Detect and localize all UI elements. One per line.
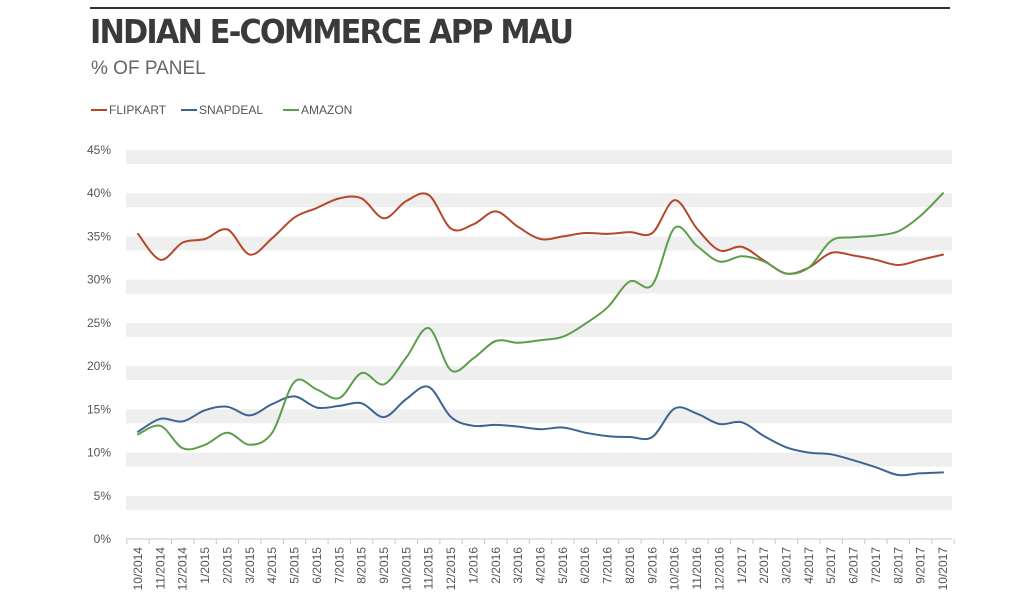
legend-label-flipkart: FLIPKART	[109, 103, 167, 117]
x-tick-label: 8/2016	[623, 547, 637, 584]
x-axis-ticks: 10/2014 11/2014 12/2014 1/2015 2/2015 3/2015 4…	[131, 547, 950, 591]
x-tick-label: 8/2017	[891, 547, 905, 584]
top-rule	[90, 7, 950, 9]
x-tick-label: 7/2017	[869, 547, 883, 584]
grid-band	[126, 279, 952, 294]
x-tick-label: 11/2014	[153, 547, 167, 590]
chart-subtitle: % OF PANEL	[91, 58, 206, 79]
x-tick-label: 9/2017	[914, 547, 928, 584]
grid-band	[126, 236, 952, 251]
grid-band	[126, 409, 952, 424]
x-tick-label: 4/2016	[534, 547, 548, 584]
grid-band	[126, 150, 952, 164]
x-tick-label: 1/2015	[198, 547, 212, 584]
series-lines	[137, 192, 944, 477]
y-tick-label: 15%	[87, 402, 111, 416]
grid-bands	[126, 150, 952, 510]
x-tick-label: 10/2015	[399, 547, 413, 591]
x-tick-label: 5/2015	[288, 547, 302, 584]
y-tick-label: 20%	[87, 359, 111, 373]
x-tick-label: 12/2016	[712, 547, 726, 591]
x-tick-label: 12/2015	[444, 547, 458, 591]
y-tick-label: 35%	[87, 229, 111, 243]
x-tick-label: 5/2017	[824, 547, 838, 584]
x-tick-label: 9/2016	[645, 547, 659, 584]
y-tick-label: 30%	[87, 273, 111, 287]
x-tick-label: 6/2015	[310, 547, 324, 584]
legend-label-amazon: AMAZON	[301, 103, 352, 117]
legend-label-snapdeal: SNAPDEAL	[199, 103, 263, 117]
x-tick-label: 2/2016	[489, 547, 503, 584]
x-tick-label: 11/2016	[690, 547, 704, 590]
x-tick-label: 1/2016	[466, 547, 480, 584]
grid-band	[126, 322, 952, 337]
x-tick-label: 12/2014	[176, 547, 190, 591]
x-tick-label: 4/2015	[265, 547, 279, 584]
x-tick-label: 3/2016	[511, 547, 525, 584]
grid-band	[126, 193, 952, 208]
x-tick-label: 6/2016	[578, 547, 592, 584]
grid-band	[126, 452, 952, 467]
x-tick-label: 1/2017	[735, 547, 749, 584]
x-tick-label: 8/2015	[355, 547, 369, 584]
x-tick-label: 3/2015	[243, 547, 257, 584]
x-tick-label: 11/2015	[422, 547, 436, 590]
grid-band	[126, 495, 952, 510]
x-tick-label: 10/2017	[936, 547, 950, 591]
y-tick-label: 25%	[87, 316, 111, 330]
x-tick-label: 7/2015	[332, 547, 346, 584]
x-axis	[126, 538, 955, 544]
x-tick-label: 10/2014	[131, 547, 145, 591]
x-tick-label: 3/2017	[779, 547, 793, 584]
y-tick-label: 5%	[94, 489, 112, 503]
series-line-amazon	[137, 192, 944, 451]
series-line-snapdeal	[137, 385, 944, 477]
legend: FLIPKART SNAPDEAL AMAZON	[91, 103, 352, 117]
y-tick-label: 40%	[87, 186, 111, 200]
grid-band	[126, 366, 952, 381]
y-tick-label: 0%	[94, 532, 112, 546]
x-tick-label: 7/2016	[601, 547, 615, 584]
x-tick-label: 2/2015	[220, 547, 234, 584]
x-tick-label: 2/2017	[757, 547, 771, 584]
x-tick-label: 6/2017	[847, 547, 861, 584]
chart-title: INDIAN E-COMMERCE APP MAU	[90, 12, 574, 51]
x-tick-label: 9/2015	[377, 547, 391, 584]
x-tick-label: 5/2016	[556, 547, 570, 584]
y-tick-label: 10%	[87, 446, 111, 460]
x-tick-label: 4/2017	[802, 547, 816, 584]
y-tick-label: 45%	[87, 143, 111, 157]
x-tick-label: 10/2016	[668, 547, 682, 591]
y-axis-ticks: 0% 5% 10% 15% 20% 25% 30% 35% 40% 45%	[87, 143, 111, 546]
